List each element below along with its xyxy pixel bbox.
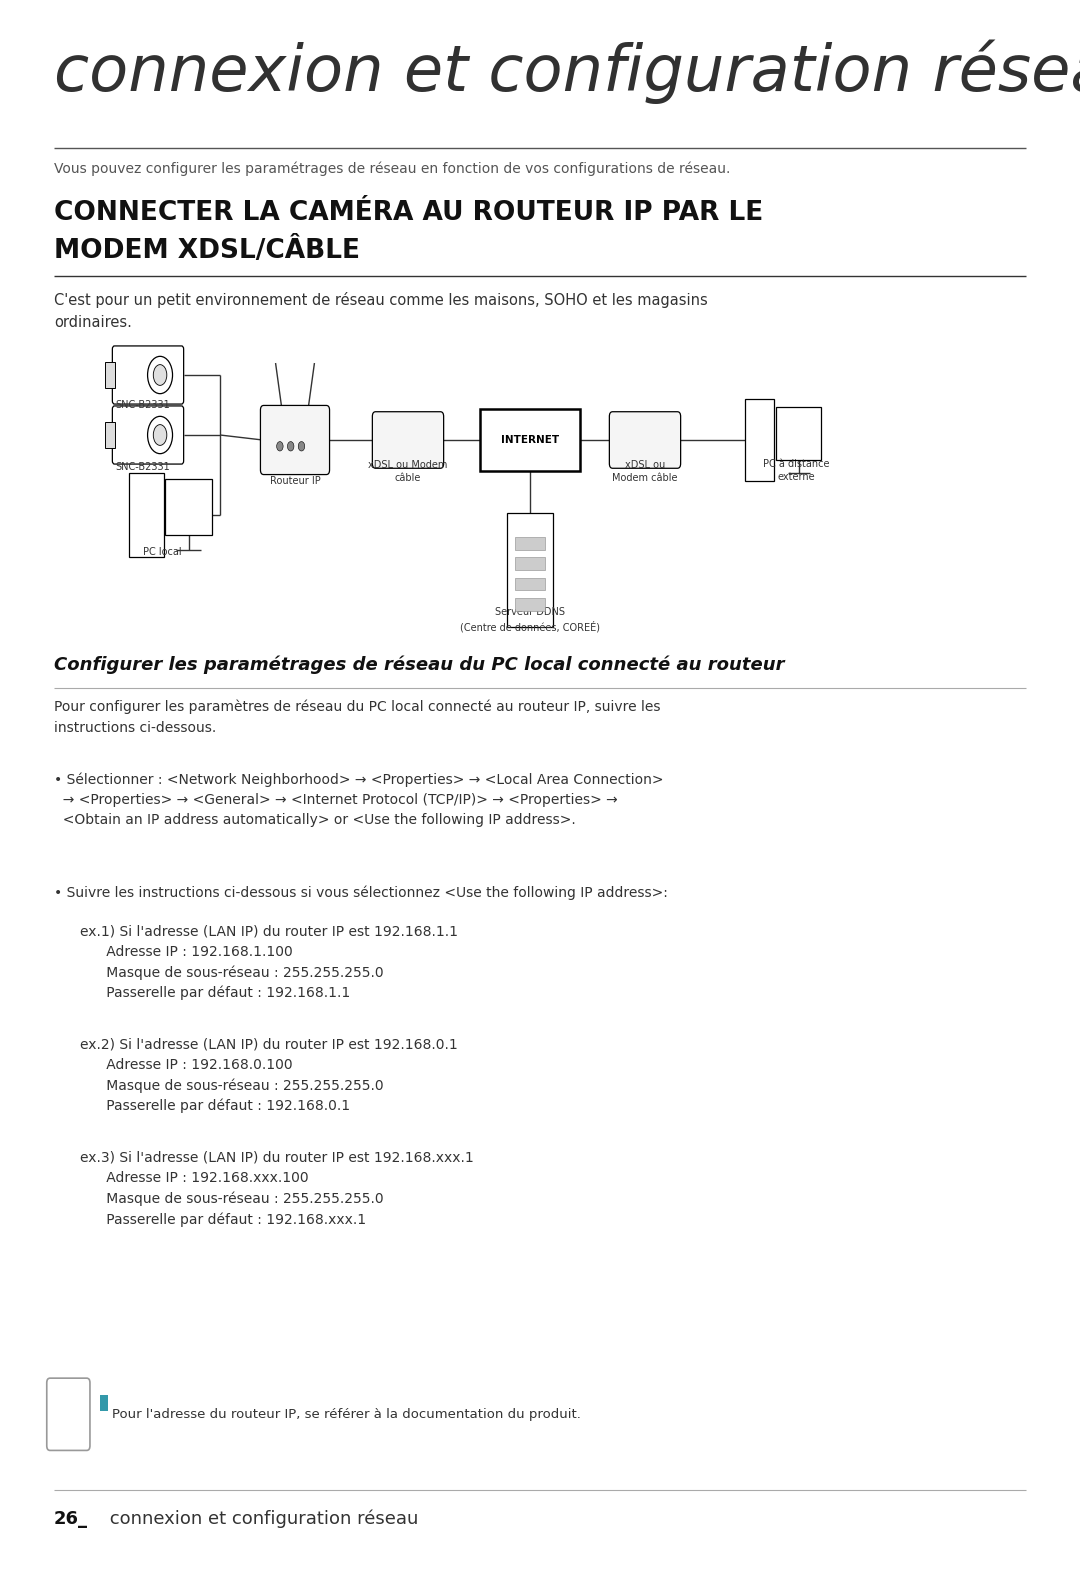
Text: Vous pouvez configurer les paramétrages de réseau en fonction de vos configurati: Vous pouvez configurer les paramétrages … <box>54 162 730 176</box>
Text: ex.2) Si l'adresse (LAN IP) du router IP est 192.168.0.1
      Adresse IP : 192.: ex.2) Si l'adresse (LAN IP) du router IP… <box>80 1038 458 1114</box>
FancyBboxPatch shape <box>515 537 545 550</box>
FancyBboxPatch shape <box>112 346 184 404</box>
Text: Configurer les paramétrages de réseau du PC local connecté au routeur: Configurer les paramétrages de réseau du… <box>54 655 784 674</box>
Text: PC local: PC local <box>143 547 181 558</box>
Text: xDSL ou
Modem câble: xDSL ou Modem câble <box>612 460 678 484</box>
FancyBboxPatch shape <box>112 405 184 463</box>
FancyBboxPatch shape <box>105 363 114 388</box>
Ellipse shape <box>153 424 166 445</box>
FancyBboxPatch shape <box>609 412 680 468</box>
Text: 26_: 26_ <box>54 1510 87 1529</box>
FancyBboxPatch shape <box>777 407 822 460</box>
Text: PC à distance
externe: PC à distance externe <box>764 459 829 482</box>
Circle shape <box>298 441 305 451</box>
FancyBboxPatch shape <box>508 514 553 627</box>
Text: xDSL ou Modem
câble: xDSL ou Modem câble <box>368 460 448 484</box>
Text: CONNECTER LA CAMÉRA AU ROUTEUR IP PAR LE: CONNECTER LA CAMÉRA AU ROUTEUR IP PAR LE <box>54 200 764 226</box>
Ellipse shape <box>148 357 173 394</box>
FancyBboxPatch shape <box>165 479 213 536</box>
Circle shape <box>287 441 294 451</box>
FancyBboxPatch shape <box>481 408 580 471</box>
FancyBboxPatch shape <box>373 412 444 468</box>
FancyBboxPatch shape <box>745 399 774 481</box>
Text: INTERNET: INTERNET <box>501 435 559 445</box>
FancyBboxPatch shape <box>130 473 164 558</box>
Text: connexion et configuration réseau: connexion et configuration réseau <box>54 39 1080 105</box>
Text: • Suivre les instructions ci-dessous si vous sélectionnez <Use the following IP : • Suivre les instructions ci-dessous si … <box>54 886 667 900</box>
Text: ex.3) Si l'adresse (LAN IP) du router IP est 192.168.xxx.1
      Adresse IP : 19: ex.3) Si l'adresse (LAN IP) du router IP… <box>80 1152 474 1227</box>
Text: C'est pour un petit environnement de réseau comme les maisons, SOHO et les magas: C'est pour un petit environnement de rés… <box>54 292 707 330</box>
FancyBboxPatch shape <box>260 405 329 474</box>
Text: Routeur IP: Routeur IP <box>270 476 321 485</box>
Text: ex.1) Si l'adresse (LAN IP) du router IP est 192.168.1.1
      Adresse IP : 192.: ex.1) Si l'adresse (LAN IP) du router IP… <box>80 925 458 1001</box>
Text: Pour configurer les paramètres de réseau du PC local connecté au routeur IP, sui: Pour configurer les paramètres de réseau… <box>54 701 661 735</box>
Text: SNC-B2331: SNC-B2331 <box>116 401 170 410</box>
Text: SNC-B2331: SNC-B2331 <box>116 462 170 471</box>
Ellipse shape <box>148 416 173 454</box>
Text: • Sélectionner : <Network Neighborhood> → <Properties> → <Local Area Connection>: • Sélectionner : <Network Neighborhood> … <box>54 773 663 826</box>
Text: connexion et configuration réseau: connexion et configuration réseau <box>104 1510 418 1529</box>
Bar <box>100 1395 108 1411</box>
FancyBboxPatch shape <box>46 1378 90 1450</box>
FancyBboxPatch shape <box>515 599 545 611</box>
Text: Pour l'adresse du routeur IP, se référer à la documentation du produit.: Pour l'adresse du routeur IP, se référer… <box>112 1408 581 1422</box>
Circle shape <box>276 441 283 451</box>
Text: Serveur DDNS
(Centre de données, COREÉ): Serveur DDNS (Centre de données, COREÉ) <box>460 606 600 632</box>
FancyBboxPatch shape <box>515 578 545 591</box>
Ellipse shape <box>153 364 166 385</box>
FancyBboxPatch shape <box>515 558 545 570</box>
FancyBboxPatch shape <box>105 423 114 448</box>
Text: MODEM XDSL/CÂBLE: MODEM XDSL/CÂBLE <box>54 237 360 264</box>
